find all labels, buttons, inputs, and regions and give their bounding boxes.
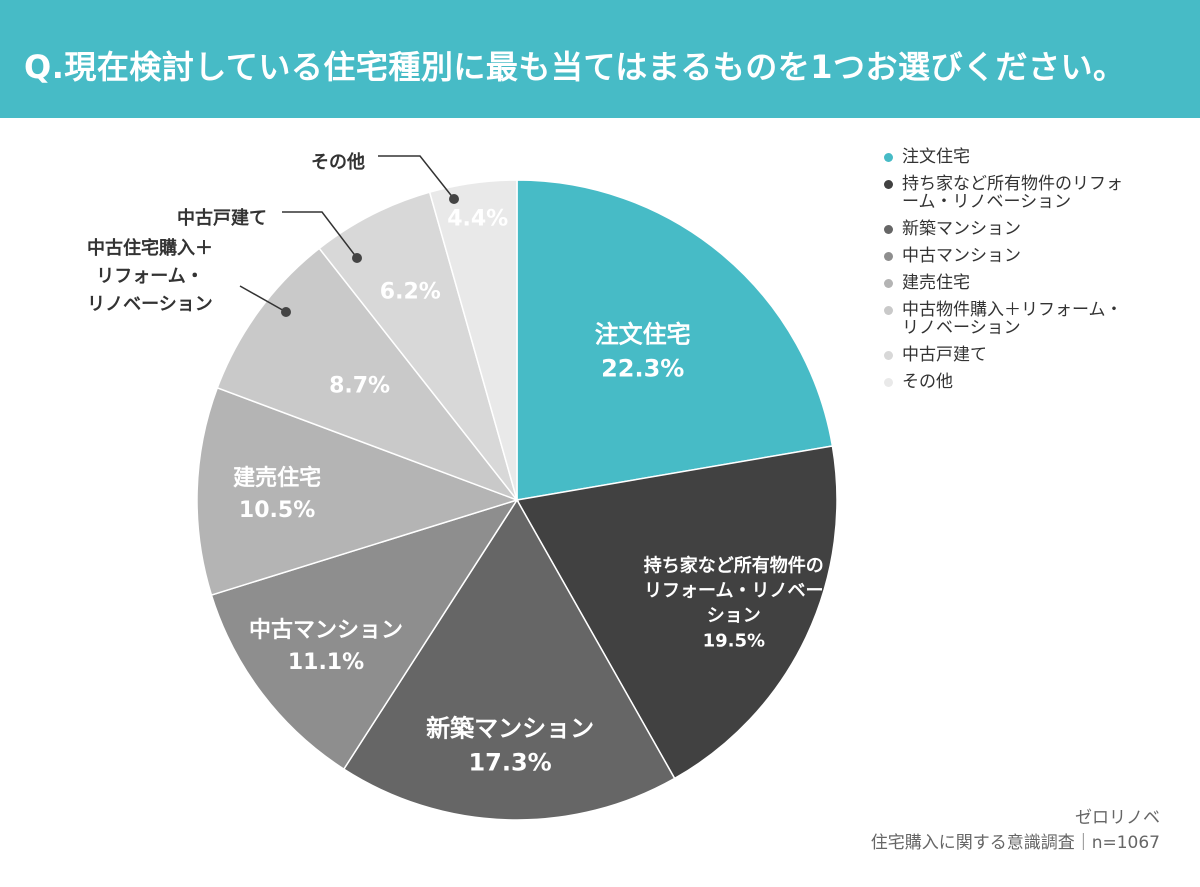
legend-item: 中古マンション (884, 247, 1124, 265)
legend-item: 注文住宅 (884, 148, 1124, 166)
callout-label: リノベーション (87, 294, 213, 315)
legend-label: 中古マンション (902, 246, 1021, 266)
callout-label: その他 (311, 151, 365, 173)
callout-leader-line (239, 285, 287, 313)
slice-category-label: 中古マンション (249, 617, 403, 643)
legend-swatch-icon (884, 225, 893, 234)
pie-slice (515, 445, 838, 780)
pie-slice (428, 179, 518, 501)
callout-dot (281, 307, 291, 317)
header-banner: Q.現在検討している住宅種別に最も当てはまるものを1つお選びください。 (0, 0, 1200, 118)
source-note: ゼロリノベ 住宅購入に関する意識調査｜n=1067 (871, 806, 1160, 856)
source-survey: 住宅購入に関する意識調査｜n=1067 (870, 833, 1160, 853)
slice-value-label: 8.7% (329, 374, 390, 399)
legend-item: 新築マンション (884, 220, 1124, 238)
callout-leader-line (378, 155, 455, 200)
pie-slice (318, 191, 518, 501)
slice-category-label: 注文住宅 (595, 320, 691, 348)
pie-slice (196, 386, 520, 596)
legend-swatch-icon (884, 306, 893, 315)
callout-leader-line (282, 211, 358, 259)
callout-dot (352, 253, 362, 263)
slice-category-label: 持ち家など所有物件の (644, 555, 824, 577)
slice-category-label: 新築マンション (426, 714, 594, 742)
pie-slice (342, 498, 676, 821)
legend-label: 持ち家など所有物件のリフォーム・リノベーション (902, 174, 1123, 212)
pie-slice (210, 498, 519, 771)
slice-category-label: ション (707, 606, 761, 627)
callout-label: リフォーム・ (96, 266, 203, 287)
source-brand: ゼロリノベ (1075, 808, 1160, 828)
legend-item: 中古物件購入＋リフォーム・リノベーション (884, 301, 1124, 337)
legend-swatch-icon (884, 252, 893, 261)
slice-value-label: 6.2% (380, 279, 441, 304)
legend-label: その他 (902, 372, 953, 392)
pie-slice (516, 179, 834, 501)
question-title: Q.現在検討している住宅種別に最も当てはまるものを1つお選びください。 (24, 48, 1126, 86)
slice-value-label: 22.3% (601, 354, 684, 382)
legend-swatch-icon (884, 279, 893, 288)
legend-item: 中古戸建て (884, 346, 1124, 364)
legend-swatch-icon (884, 378, 893, 387)
slice-category-label: 建売住宅 (233, 465, 321, 491)
pie-slice (216, 247, 520, 502)
slice-value-label: 11.1% (288, 650, 364, 675)
slice-category-label: リフォーム・リノベー (644, 581, 823, 602)
slice-value-label: 17.3% (468, 748, 551, 776)
legend-label: 中古戸建て (902, 345, 987, 365)
legend-swatch-icon (884, 153, 893, 162)
legend-label: 中古物件購入＋リフォーム・リノベーション (902, 300, 1123, 338)
legend-label: 建売住宅 (902, 273, 970, 293)
callout-label: 中古住宅購入＋ (87, 237, 213, 259)
slice-value-label: 4.4% (447, 206, 508, 231)
legend-item: 持ち家など所有物件のリフォーム・リノベーション (884, 175, 1124, 211)
legend-swatch-icon (884, 180, 893, 189)
legend-item: 建売住宅 (884, 274, 1124, 292)
legend-swatch-icon (884, 351, 893, 360)
slice-value-label: 19.5% (703, 631, 765, 652)
callout-label: 中古戸建て (177, 207, 267, 229)
slice-value-label: 10.5% (239, 498, 315, 523)
legend-item: その他 (884, 373, 1124, 391)
callout-dot (449, 194, 459, 204)
legend: 注文住宅持ち家など所有物件のリフォーム・リノベーション新築マンション 中古マンショ… (884, 148, 1124, 400)
legend-label: 注文住宅 (902, 147, 970, 167)
legend-label: 新築マンション (902, 219, 1021, 239)
